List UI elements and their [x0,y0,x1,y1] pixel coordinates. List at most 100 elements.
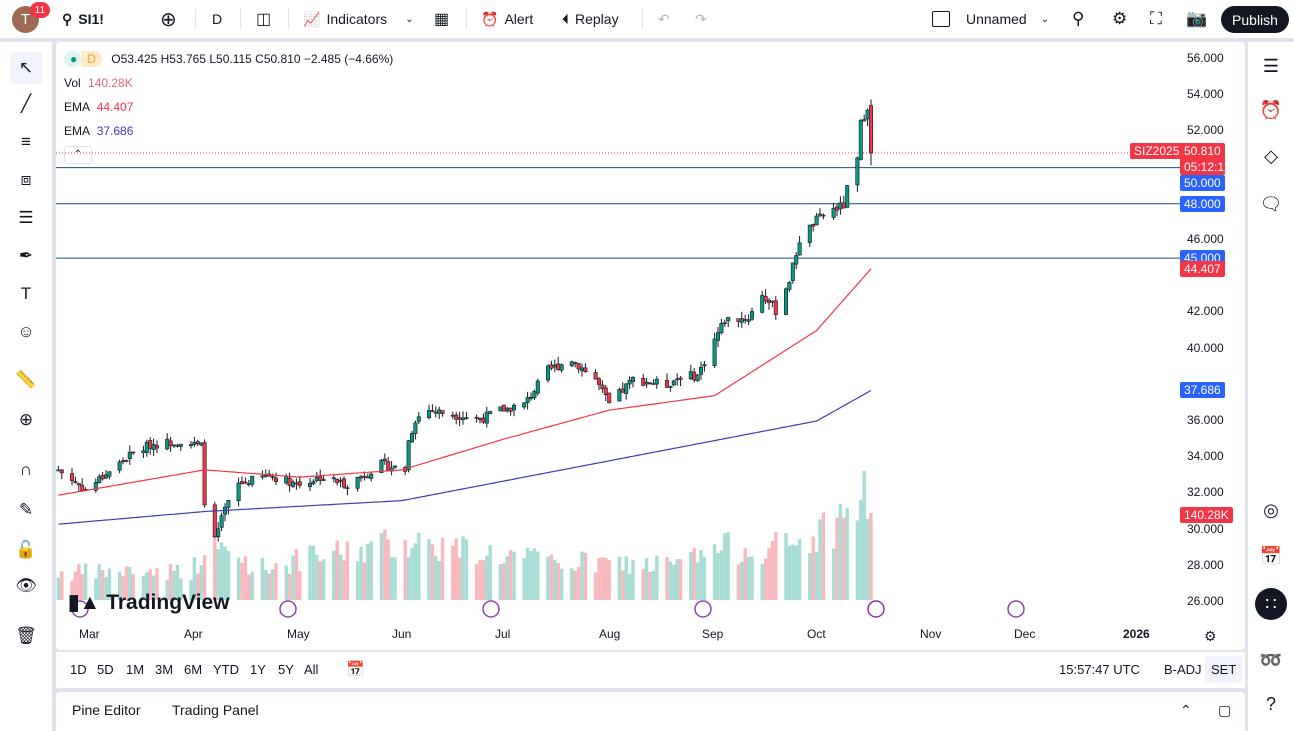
pattern-icon[interactable]: ⧈ [20,170,32,189]
collapse-legend-button[interactable]: ⌃ [64,146,92,164]
pencil-lock-icon[interactable]: ✎ [18,500,34,519]
maximize-icon[interactable]: ▢ [1218,702,1232,718]
trend-line-icon[interactable]: ╱ [20,94,32,113]
symbol-search-button[interactable]: ⚲ SI1! [62,0,104,38]
chevron-up-icon[interactable]: ⌃ [1180,702,1192,718]
timeframe-1d[interactable]: 1D [70,662,87,677]
layers-icon[interactable]: ◇ [1264,145,1278,166]
candle-body [811,224,816,227]
volume-bar [355,561,360,600]
candle-body [73,481,78,483]
volume-bar [746,556,751,600]
redo-icon[interactable]: ↷ [695,10,707,27]
b-adj-toggle[interactable]: B-ADJ [1164,662,1202,677]
volume-bar [726,532,730,600]
quick-search-icon[interactable]: ⚲ [1072,9,1085,28]
undo-icon[interactable]: ↶ [658,10,670,27]
price-tick: 34.000 [1187,449,1224,464]
calendar-icon[interactable]: 📅 [1259,545,1283,566]
candle-body [600,384,605,389]
emoji-icon[interactable]: ☺ [17,322,35,341]
session-toggle[interactable]: SET [1205,656,1243,683]
volume-bar [869,513,873,600]
candle-body [814,215,819,226]
tab-pine-editor[interactable]: Pine Editor [72,702,141,718]
chevron-down-icon: ⌄ [1040,13,1050,25]
fib-icon[interactable]: ☰ [18,208,34,227]
zoom-in-icon[interactable]: ⊕ [18,410,34,429]
price-chart[interactable] [56,42,1245,650]
alert-button[interactable]: ⏰ Alert [481,0,533,38]
replay-button[interactable]: ⏴ Replay [562,0,619,38]
clock[interactable]: 15:57:47 UTC [1059,662,1140,677]
indicators-button[interactable]: 📈 Indicators ⌄ [303,0,414,38]
tab-trading-panel[interactable]: Trading Panel [172,702,259,718]
candle-body [787,282,792,290]
interval-button[interactable]: D [212,11,223,27]
volume-bar [842,517,846,600]
timeframe-5y[interactable]: 5Y [278,662,294,677]
volume-bar [216,549,220,600]
watchlist-icon[interactable]: ☰ [1262,55,1280,76]
chart-pane[interactable]: ● D O53.425 H53.765 L50.115 C50.810 −2.48… [56,42,1245,650]
timeframe-6m[interactable]: 6M [184,662,203,677]
candles-icon[interactable]: ◫ [256,11,272,28]
search-icon: ⚲ [62,10,73,27]
candle-body [671,380,676,386]
layout-button[interactable]: Unnamed ⌄ [932,0,1049,38]
volume-bar [267,573,271,600]
horizontal-lines-icon[interactable]: ≡ [21,132,31,151]
candle-body [144,441,149,453]
target-icon[interactable]: ◎ [1263,499,1279,520]
candle-body [355,477,360,489]
feed-icon[interactable]: ➿ [1259,649,1283,670]
candle-body [117,461,122,471]
cursor-icon[interactable]: ↖ [10,52,42,84]
axis-settings-gear-icon[interactable]: ⚙ [1204,628,1217,644]
timeframe-5d[interactable]: 5D [97,662,114,677]
apps-grid-icon[interactable]: ∷ [1255,588,1287,620]
candle-body [189,444,194,446]
help-icon[interactable]: ? [1265,693,1276,714]
timeframe-all[interactable]: All [304,662,319,677]
volume-bar [213,531,217,600]
chat-icon[interactable]: 🗨 [1259,193,1283,214]
volume-bar [437,561,441,600]
publish-button[interactable]: Publish [1221,6,1289,33]
camera-icon[interactable]: 📷 [1186,9,1208,28]
compare-symbol-button[interactable]: ⊕ [160,8,177,31]
trash-icon[interactable]: 🗑 [15,626,37,645]
candle-body [433,411,438,414]
timeframe-3m[interactable]: 3M [155,662,174,677]
date-range-calendar-icon[interactable]: 📅 [346,661,365,678]
candle-body [175,444,180,447]
event-marker-icon [1007,600,1025,618]
magnet-icon[interactable]: ∩ [19,460,33,479]
vol-label: Vol [64,76,81,90]
fullscreen-icon[interactable]: ⛶ [1150,9,1162,28]
text-icon[interactable]: T [20,284,32,303]
candle-body [821,214,826,217]
timeframe-ytd[interactable]: YTD [213,662,239,677]
timeframe-1m[interactable]: 1M [126,662,145,677]
templates-grid-icon[interactable]: ▦ [434,11,450,28]
volume-bar [699,549,703,600]
timeframe-1y[interactable]: 1Y [250,662,266,677]
volume-bar [417,532,421,600]
volume-bar [723,533,727,600]
ruler-icon[interactable]: 📏 [15,370,37,389]
alarm-clock-icon[interactable]: ⏰ [1259,99,1283,120]
candle-body [579,367,584,371]
volume-bar [607,560,611,600]
brush-icon[interactable]: ✒ [18,246,34,265]
candle-body [297,481,302,486]
time-tick: Oct [807,627,826,641]
ema-fast-line [58,268,872,496]
candle-body [675,378,680,381]
candle-body [630,376,635,382]
lock-icon[interactable]: 🔓 [15,540,37,559]
eye-icon[interactable]: 👁 [15,576,37,595]
candle-body [121,460,126,463]
settings-gear-icon[interactable]: ⚙ [1112,9,1128,28]
volume-bar [80,573,84,600]
